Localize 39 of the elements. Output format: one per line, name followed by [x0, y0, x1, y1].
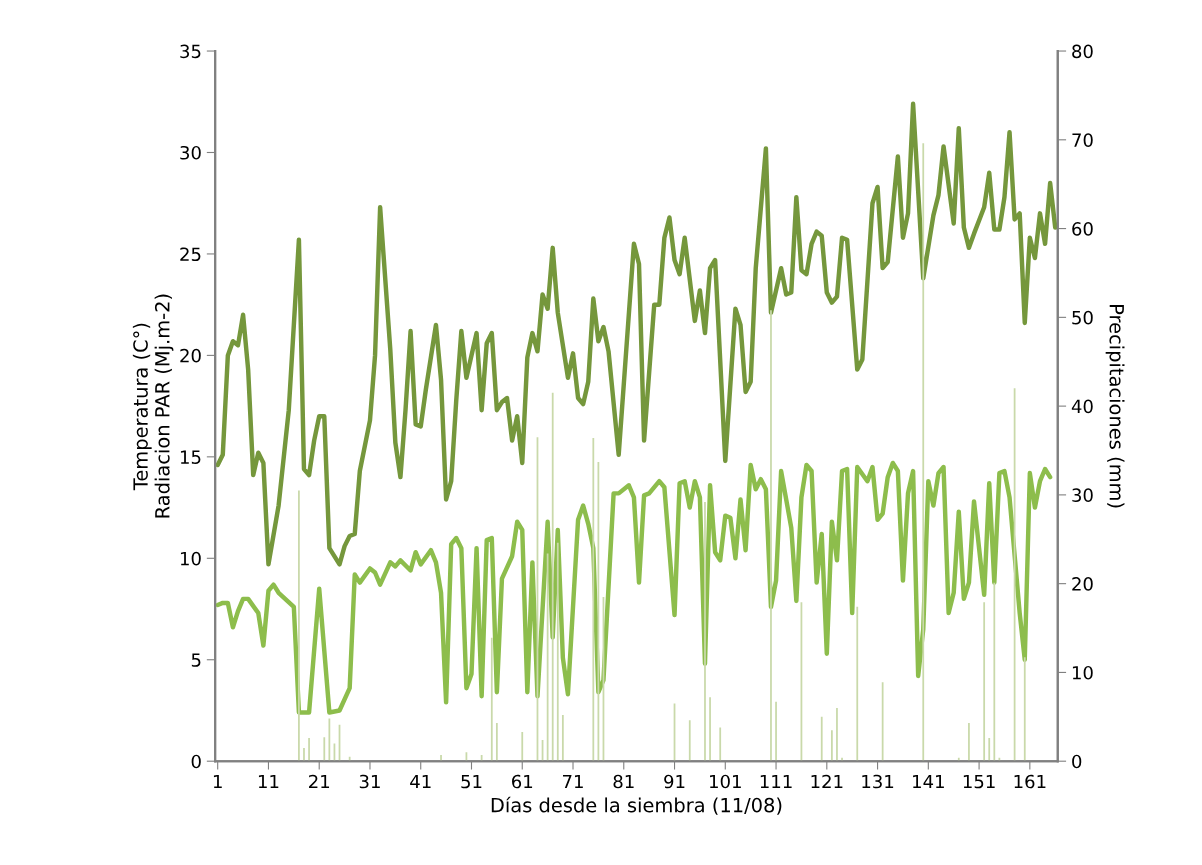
y2-tick-label: 50 [1072, 310, 1093, 325]
y2-tick-label: 30 [1072, 488, 1093, 502]
y-tick-label: 35 [180, 44, 201, 59]
y2-tick-label: 20 [1072, 577, 1093, 591]
y2-tick-label: 60 [1072, 222, 1093, 236]
x-tick-label: 41 [410, 774, 431, 789]
x-tick-label: 101 [710, 774, 741, 789]
x-tick-label: 151 [963, 774, 995, 789]
y2-axis-title: Precipitaciones (mm) [1105, 305, 1125, 508]
x-tick-label: 161 [1014, 774, 1046, 789]
x-tick-label: 121 [811, 774, 843, 789]
y-tick-label: 0 [191, 754, 201, 769]
x-tick-label: 141 [913, 774, 944, 789]
y-tick-label: 25 [180, 247, 201, 262]
y-tick-label: 10 [180, 551, 201, 566]
y-tick-label: 15 [180, 450, 201, 464]
x-tick-label: 11 [258, 774, 279, 789]
x-tick-label: 31 [359, 774, 380, 789]
x-tick-label: 51 [461, 774, 482, 789]
y-tick-label: 30 [180, 145, 201, 160]
x-tick-label: 131 [862, 774, 894, 789]
x-tick-label: 91 [664, 774, 685, 789]
line-series [215, 460, 1053, 715]
y2-tick-label: 10 [1072, 665, 1093, 680]
line-series [215, 101, 1058, 567]
y2-tick-label: 80 [1072, 44, 1093, 59]
x-tick-label: 61 [512, 774, 533, 789]
y-tick-label: 20 [180, 348, 201, 363]
y-axis-title: Temperatura (C°) Radiacion PAR (Mj.m-2) [132, 294, 174, 518]
x-tick-label: 111 [760, 774, 792, 789]
x-tick-label: 1 [213, 774, 222, 789]
x-tick-label: 71 [563, 774, 583, 789]
x-axis-title: Días desde la siembra (11/08) [491, 796, 782, 815]
x-tick-label: 21 [309, 774, 330, 789]
x-tick-label: 81 [613, 774, 634, 789]
y2-tick-label: 0 [1072, 754, 1082, 769]
y2-tick-label: 40 [1071, 399, 1093, 414]
y2-tick-label: 70 [1072, 133, 1093, 147]
y-tick-label: 5 [191, 653, 201, 667]
